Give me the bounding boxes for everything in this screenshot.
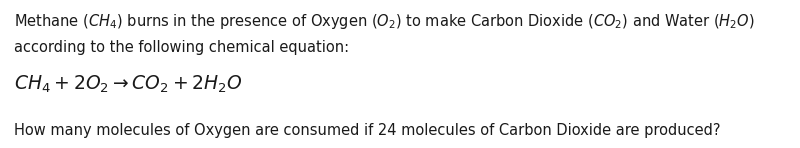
Text: $\mathit{CH_4} + 2\mathit{O_2} \rightarrow \mathit{CO_2} + 2\mathit{H_2O}$: $\mathit{CH_4} + 2\mathit{O_2} \rightarr… (14, 74, 243, 95)
Text: according to the following chemical equation:: according to the following chemical equa… (14, 40, 350, 55)
Text: Methane ($\mathit{CH_4}$) burns in the presence of Oxygen ($\mathit{O_2}$) to ma: Methane ($\mathit{CH_4}$) burns in the p… (14, 12, 755, 31)
Text: How many molecules of Oxygen are consumed if 24 molecules of Carbon Dioxide are : How many molecules of Oxygen are consume… (14, 123, 721, 138)
